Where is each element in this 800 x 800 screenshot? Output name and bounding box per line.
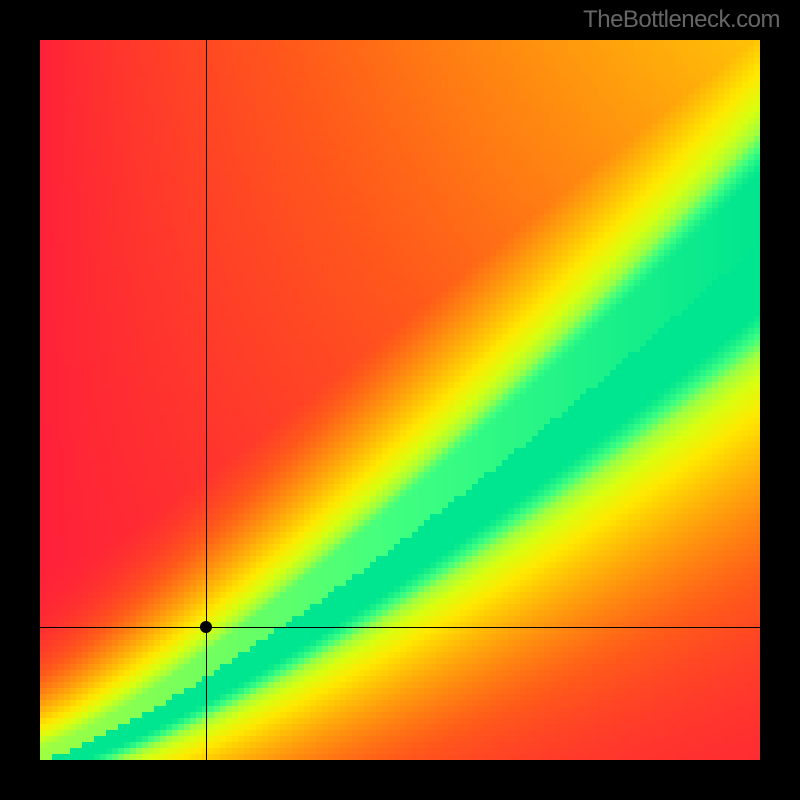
crosshair-horizontal [40,627,760,628]
marker-dot [200,621,212,633]
heatmap-canvas [40,40,760,760]
watermark-text: TheBottleneck.com [583,6,780,34]
crosshair-vertical [206,40,207,760]
heatmap-plot [40,40,760,760]
